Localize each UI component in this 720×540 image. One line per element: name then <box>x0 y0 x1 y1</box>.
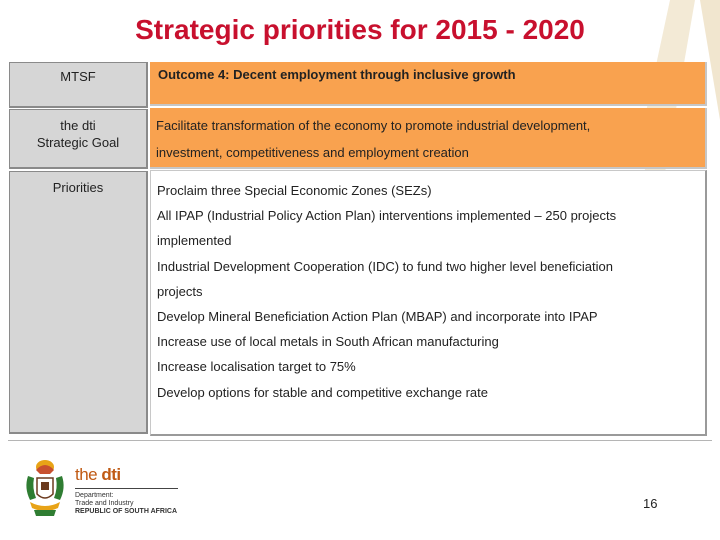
mtsf-outcome-cell: Outcome 4: Decent employment through inc… <box>150 62 707 106</box>
goal-label-line1: the dti <box>60 118 96 133</box>
mtsf-label: MTSF <box>60 69 96 84</box>
dti-department-logo: the dti Department: Trade and Industry R… <box>75 465 178 516</box>
mtsf-outcome-text: Outcome 4: Decent employment through inc… <box>158 67 516 82</box>
dept-line3: REPUBLIC OF SOUTH AFRICA <box>75 508 178 515</box>
dti-wordmark-name: dti <box>101 465 121 484</box>
dept-line1: Department: <box>75 492 114 499</box>
mtsf-label-cell: MTSF <box>9 62 148 108</box>
goal-label-cell: the dti Strategic Goal <box>9 109 148 169</box>
priority-line: Increase use of local metals in South Af… <box>157 334 499 350</box>
goal-label-line2: Strategic Goal <box>36 135 120 150</box>
priorities-list-cell: Proclaim three Special Economic Zones (S… <box>150 170 707 436</box>
dti-rule <box>75 488 178 489</box>
goal-text: Facilitate transformation of the economy… <box>156 112 696 166</box>
goal-text-line1: Facilitate transformation of the economy… <box>156 118 591 133</box>
priority-line: All IPAP (Industrial Policy Action Plan)… <box>157 208 617 224</box>
priorities-label: Priorities <box>52 180 104 195</box>
priorities-list: Proclaim three Special Economic Zones (S… <box>157 178 705 405</box>
priority-line: Increase localisation target to 75% <box>157 359 356 375</box>
goal-text-cell: Facilitate transformation of the economy… <box>150 108 707 169</box>
priority-line: implemented <box>157 233 232 249</box>
priority-line: Proclaim three Special Economic Zones (S… <box>157 183 432 198</box>
dti-wordmark-prefix: the <box>75 465 102 484</box>
priority-line: Develop options for stable and competiti… <box>157 384 488 400</box>
priority-line: Industrial Development Cooperation (IDC)… <box>157 258 613 274</box>
coat-of-arms-icon <box>26 460 64 516</box>
dept-line2: Trade and Industry <box>75 500 134 507</box>
footer-divider <box>8 440 712 441</box>
page-number: 16 <box>643 496 658 511</box>
priority-line: Develop Mineral Beneficiation Action Pla… <box>157 309 598 325</box>
priority-line: projects <box>157 283 203 299</box>
dti-wordmark: the dti <box>75 465 178 485</box>
priorities-label-cell: Priorities <box>9 171 148 434</box>
page-title: Strategic priorities for 2015 - 2020 <box>135 14 585 45</box>
goal-text-line2: investment, competitiveness and employme… <box>156 145 469 160</box>
